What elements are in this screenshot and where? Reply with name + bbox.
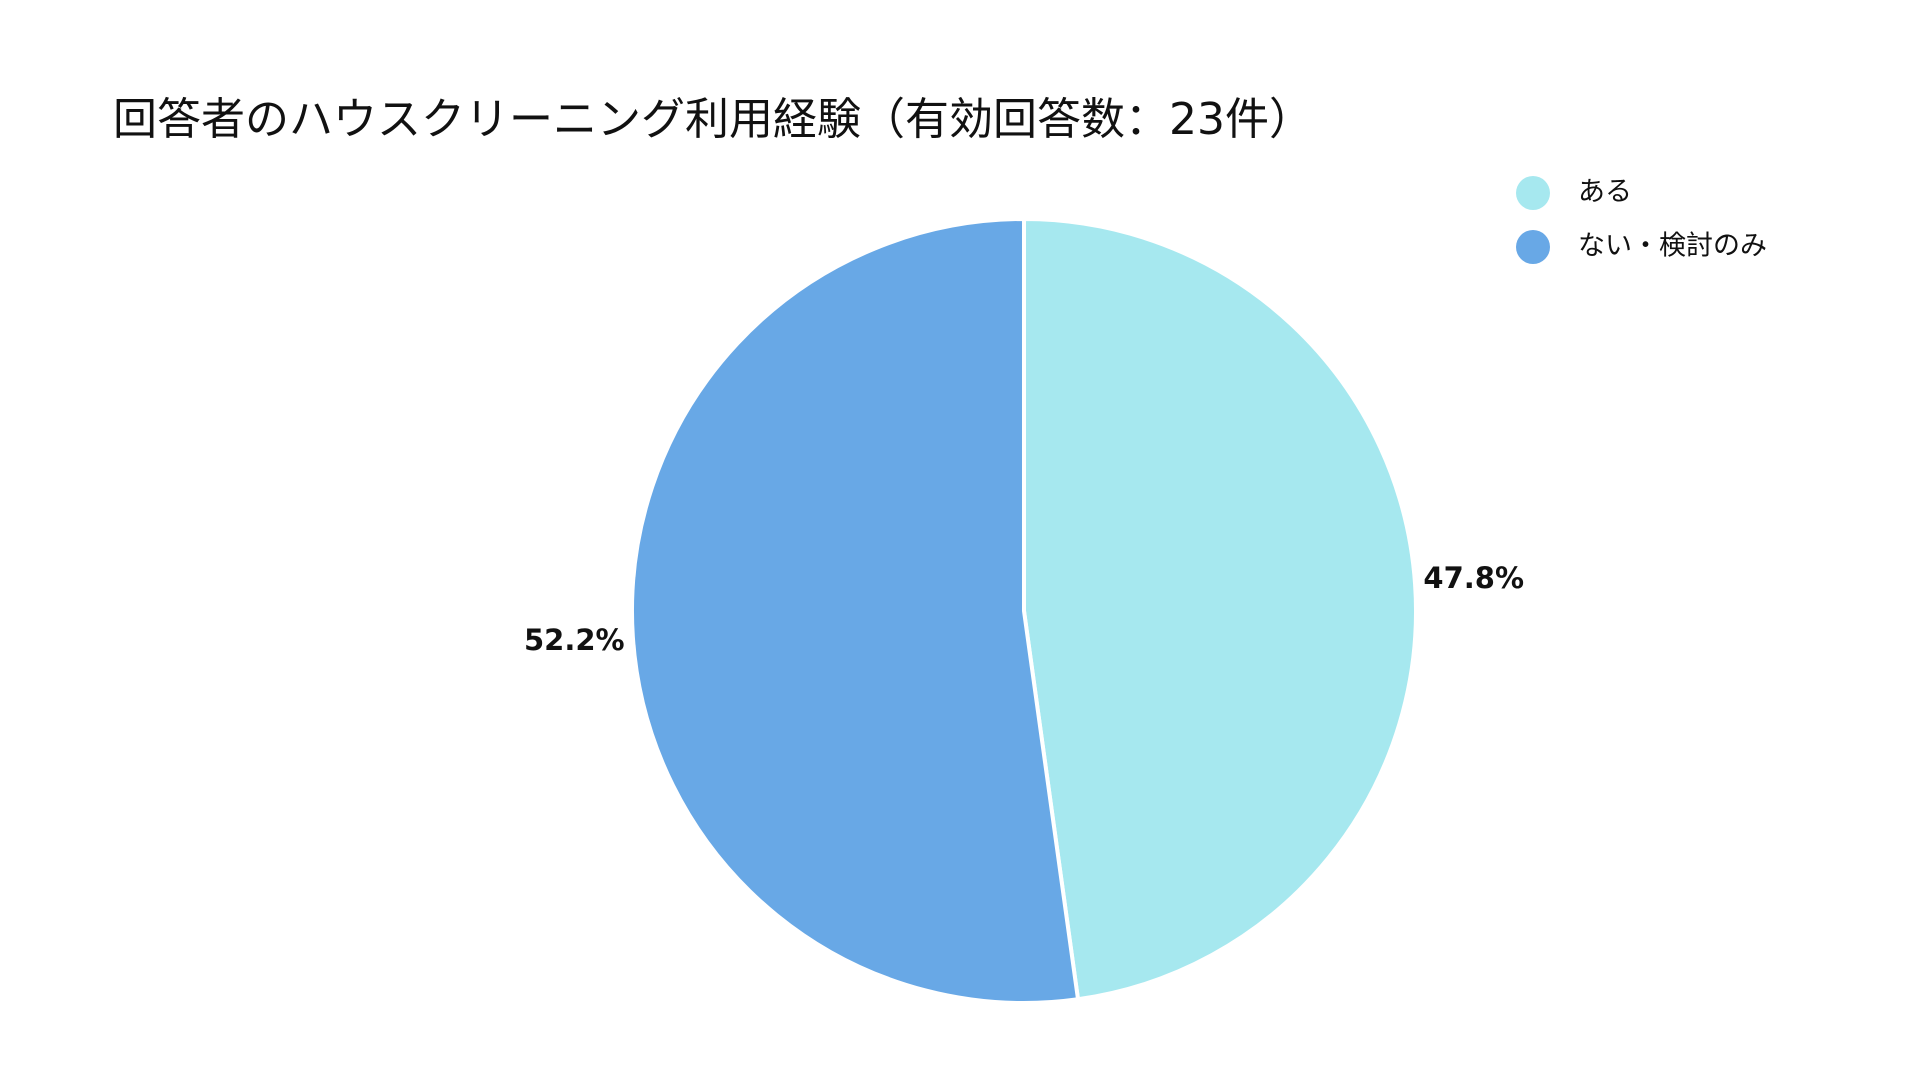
- chart-title: 回答者のハウスクリーニング利用経験（有効回答数：23件）: [113, 94, 1313, 145]
- legend-swatch: [1516, 176, 1550, 210]
- value-label: 52.2%: [524, 623, 625, 657]
- pie-slice: [1022, 217, 1418, 1002]
- legend-label: ある: [1578, 177, 1632, 208]
- value-label: 47.8%: [1423, 561, 1524, 595]
- pie-slice: [630, 217, 1081, 1005]
- legend-swatch: [1516, 230, 1550, 264]
- legend-label: ない・検討のみ: [1578, 231, 1767, 262]
